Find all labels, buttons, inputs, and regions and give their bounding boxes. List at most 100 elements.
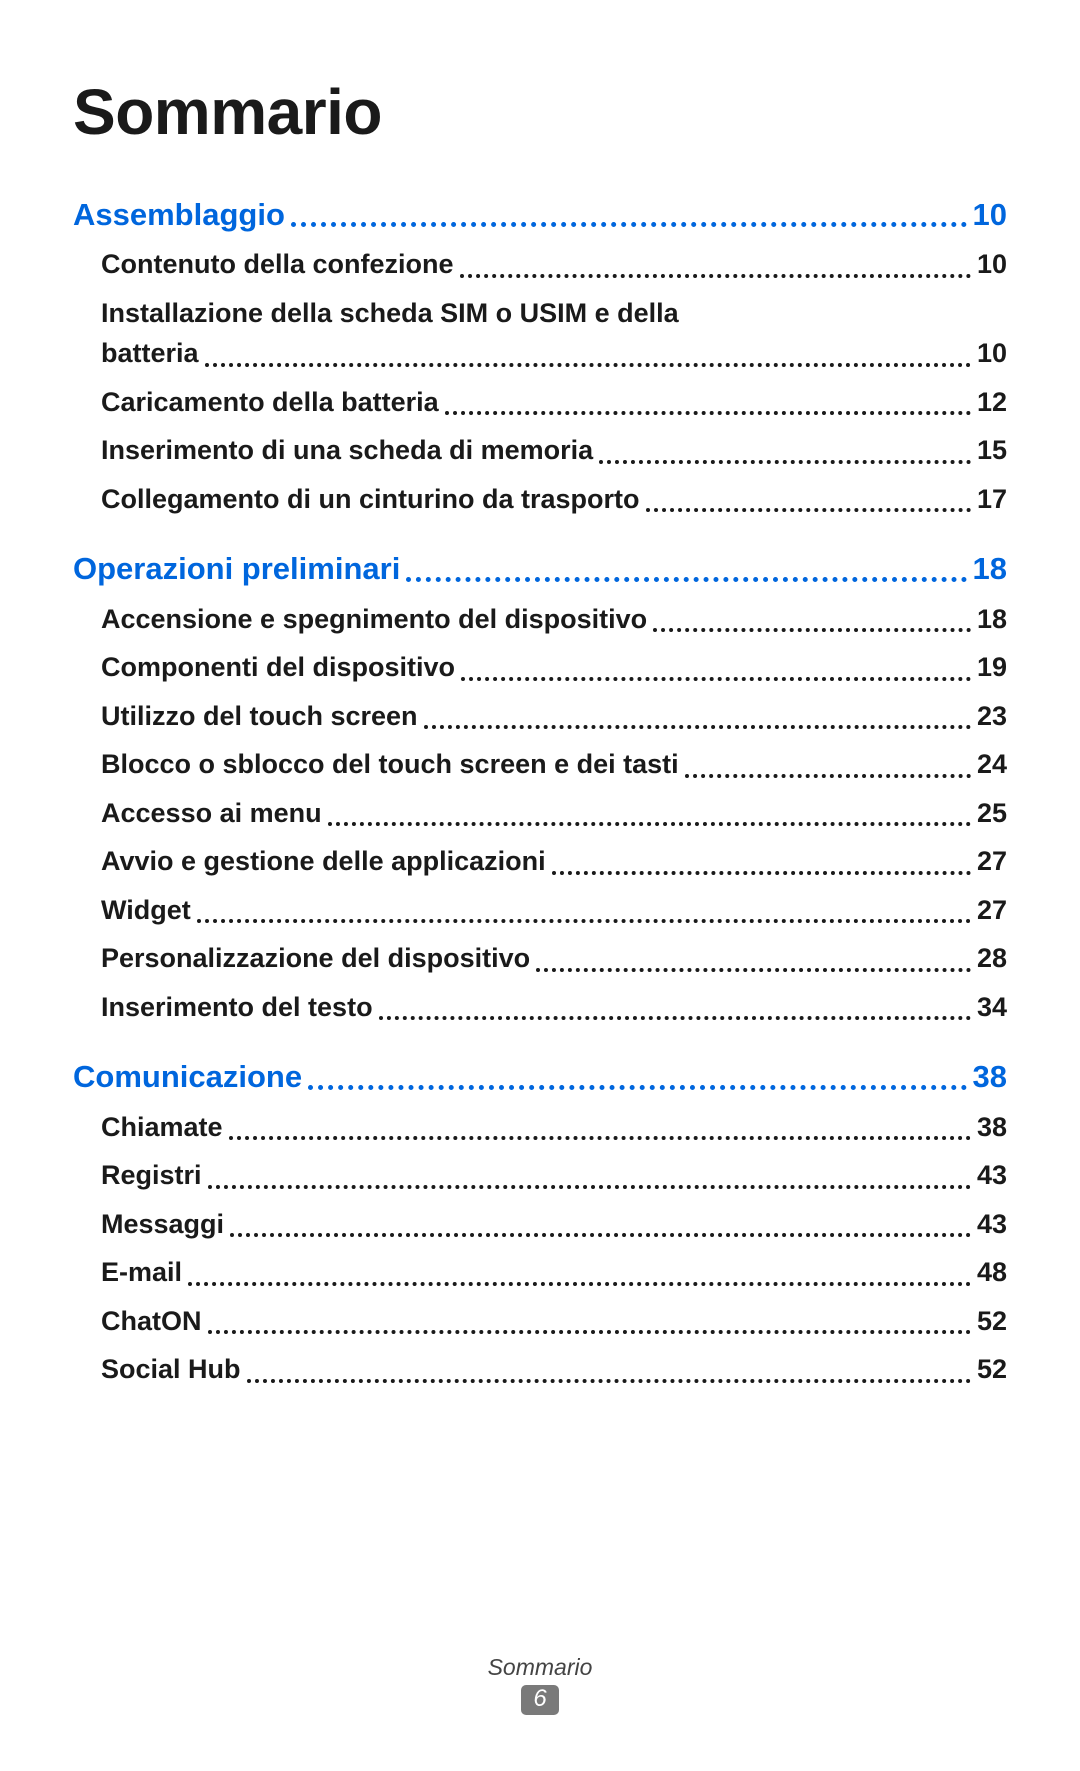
toc-entry[interactable]: Inserimento di una scheda di memoria 15 bbox=[73, 430, 1007, 471]
footer-page-badge: 6 bbox=[521, 1685, 558, 1715]
toc-section-label: Comunicazione bbox=[73, 1055, 302, 1098]
toc-entry-page: 15 bbox=[977, 430, 1007, 471]
toc-entry[interactable]: Personalizzazione del dispositivo28 bbox=[73, 938, 1007, 979]
leader-dots bbox=[599, 446, 971, 464]
toc-entry-label: Avvio e gestione delle applicazioni bbox=[101, 841, 546, 882]
toc-entry[interactable]: ChatON 52 bbox=[73, 1301, 1007, 1342]
toc-section-page: 38 bbox=[973, 1055, 1007, 1098]
toc-entry[interactable]: Blocco o sblocco del touch screen e dei … bbox=[73, 744, 1007, 785]
toc-entry-page: 38 bbox=[977, 1107, 1007, 1148]
toc-entry-page: 25 bbox=[977, 793, 1007, 834]
leader-dots bbox=[229, 1123, 971, 1141]
toc-entry[interactable]: Inserimento del testo 34 bbox=[73, 987, 1007, 1028]
leader-dots bbox=[379, 1003, 971, 1021]
toc-entry[interactable]: Utilizzo del touch screen 23 bbox=[73, 696, 1007, 737]
toc-entry[interactable]: Caricamento della batteria 12 bbox=[73, 382, 1007, 423]
toc-entry[interactable]: Collegamento di un cinturino da trasport… bbox=[73, 479, 1007, 520]
leader-dots bbox=[406, 562, 966, 582]
toc-section: Operazioni preliminari18Accensione e spe… bbox=[73, 547, 1007, 1027]
toc-entry-page: 18 bbox=[977, 599, 1007, 640]
toc-section: Comunicazione38Chiamate38Registri43Messa… bbox=[73, 1055, 1007, 1389]
toc-entry-label: Inserimento di una scheda di memoria bbox=[101, 430, 593, 471]
toc-entry-label: Caricamento della batteria bbox=[101, 382, 439, 423]
toc-entry-label: Installazione della scheda SIM o USIM e … bbox=[101, 293, 1007, 334]
toc-section-heading[interactable]: Assemblaggio 10 bbox=[73, 193, 1007, 236]
toc-entry-label: Accensione e spegnimento del dispositivo bbox=[101, 599, 647, 640]
toc-page: Sommario Assemblaggio10Contenuto della c… bbox=[0, 0, 1080, 1771]
toc-entry-page: 34 bbox=[977, 987, 1007, 1028]
toc-entry-page: 52 bbox=[977, 1349, 1007, 1390]
toc-entry[interactable]: Installazione della scheda SIM o USIM e … bbox=[73, 293, 1007, 374]
page-title: Sommario bbox=[73, 75, 1007, 149]
toc-section-heading[interactable]: Comunicazione 38 bbox=[73, 1055, 1007, 1098]
toc-entry-label: Contenuto della confezione bbox=[101, 244, 454, 285]
toc-entry[interactable]: Widget 27 bbox=[73, 890, 1007, 931]
toc-entry-label: Messaggi bbox=[101, 1204, 224, 1245]
toc-entry[interactable]: Registri 43 bbox=[73, 1155, 1007, 1196]
leader-dots bbox=[461, 663, 971, 681]
leader-dots bbox=[208, 1171, 971, 1189]
toc-entry-label: Social Hub bbox=[101, 1349, 241, 1390]
leader-dots bbox=[653, 615, 971, 633]
toc-section: Assemblaggio10Contenuto della confezione… bbox=[73, 193, 1007, 519]
toc-entry-label: Collegamento di un cinturino da trasport… bbox=[101, 479, 640, 520]
toc-entry-label: Accesso ai menu bbox=[101, 793, 322, 834]
leader-dots bbox=[230, 1220, 971, 1238]
leader-dots bbox=[536, 954, 971, 972]
toc-entry-page: 10 bbox=[977, 244, 1007, 285]
leader-dots bbox=[424, 712, 971, 730]
toc-entry-page: 52 bbox=[977, 1301, 1007, 1342]
toc-body: Assemblaggio10Contenuto della confezione… bbox=[73, 193, 1007, 1390]
toc-entry[interactable]: Chiamate 38 bbox=[73, 1107, 1007, 1148]
toc-entry[interactable]: Messaggi 43 bbox=[73, 1204, 1007, 1245]
toc-entry[interactable]: Avvio e gestione delle applicazioni 27 bbox=[73, 841, 1007, 882]
toc-section-page: 18 bbox=[973, 547, 1007, 590]
toc-entry-label: Chiamate bbox=[101, 1107, 223, 1148]
leader-dots bbox=[308, 1070, 966, 1090]
toc-entry-page: 10 bbox=[977, 333, 1007, 374]
toc-entry-label: Registri bbox=[101, 1155, 202, 1196]
toc-entry-label: Blocco o sblocco del touch screen e dei … bbox=[101, 744, 679, 785]
toc-entry-page: 24 bbox=[977, 744, 1007, 785]
leader-dots bbox=[197, 906, 971, 924]
toc-section-label: Assemblaggio bbox=[73, 193, 285, 236]
leader-dots bbox=[208, 1317, 971, 1335]
toc-entry-page: 27 bbox=[977, 841, 1007, 882]
toc-entry-page: 43 bbox=[977, 1155, 1007, 1196]
page-footer: Sommario 6 bbox=[0, 1654, 1080, 1715]
toc-section-heading[interactable]: Operazioni preliminari 18 bbox=[73, 547, 1007, 590]
toc-entry-page: 28 bbox=[977, 938, 1007, 979]
leader-dots bbox=[188, 1268, 971, 1286]
leader-dots bbox=[328, 809, 971, 827]
toc-entry[interactable]: Accensione e spegnimento del dispositivo… bbox=[73, 599, 1007, 640]
leader-dots bbox=[205, 349, 971, 367]
toc-entry-label: Inserimento del testo bbox=[101, 987, 373, 1028]
toc-entry-page: 12 bbox=[977, 382, 1007, 423]
toc-entry-label: E-mail bbox=[101, 1252, 182, 1293]
toc-entry-page: 19 bbox=[977, 647, 1007, 688]
leader-dots bbox=[646, 495, 971, 513]
leader-dots bbox=[685, 760, 971, 778]
leader-dots bbox=[291, 207, 967, 227]
toc-section-page: 10 bbox=[973, 193, 1007, 236]
toc-entry[interactable]: Social Hub 52 bbox=[73, 1349, 1007, 1390]
toc-entry-page: 27 bbox=[977, 890, 1007, 931]
leader-dots bbox=[552, 857, 971, 875]
leader-dots bbox=[247, 1365, 971, 1383]
toc-entry[interactable]: Accesso ai menu 25 bbox=[73, 793, 1007, 834]
toc-entry-label: Utilizzo del touch screen bbox=[101, 696, 418, 737]
toc-entry-page: 23 bbox=[977, 696, 1007, 737]
toc-entry-page: 17 bbox=[977, 479, 1007, 520]
leader-dots bbox=[445, 398, 971, 416]
footer-section-label: Sommario bbox=[0, 1654, 1080, 1681]
toc-entry-label: Widget bbox=[101, 890, 191, 931]
toc-section-label: Operazioni preliminari bbox=[73, 547, 400, 590]
toc-entry-label: ChatON bbox=[101, 1301, 202, 1342]
toc-entry[interactable]: Contenuto della confezione 10 bbox=[73, 244, 1007, 285]
leader-dots bbox=[460, 260, 971, 278]
toc-entry-label: batteria bbox=[101, 333, 199, 374]
toc-entry[interactable]: Componenti del dispositivo19 bbox=[73, 647, 1007, 688]
toc-entry-page: 43 bbox=[977, 1204, 1007, 1245]
toc-entry-page: 48 bbox=[977, 1252, 1007, 1293]
toc-entry[interactable]: E-mail 48 bbox=[73, 1252, 1007, 1293]
